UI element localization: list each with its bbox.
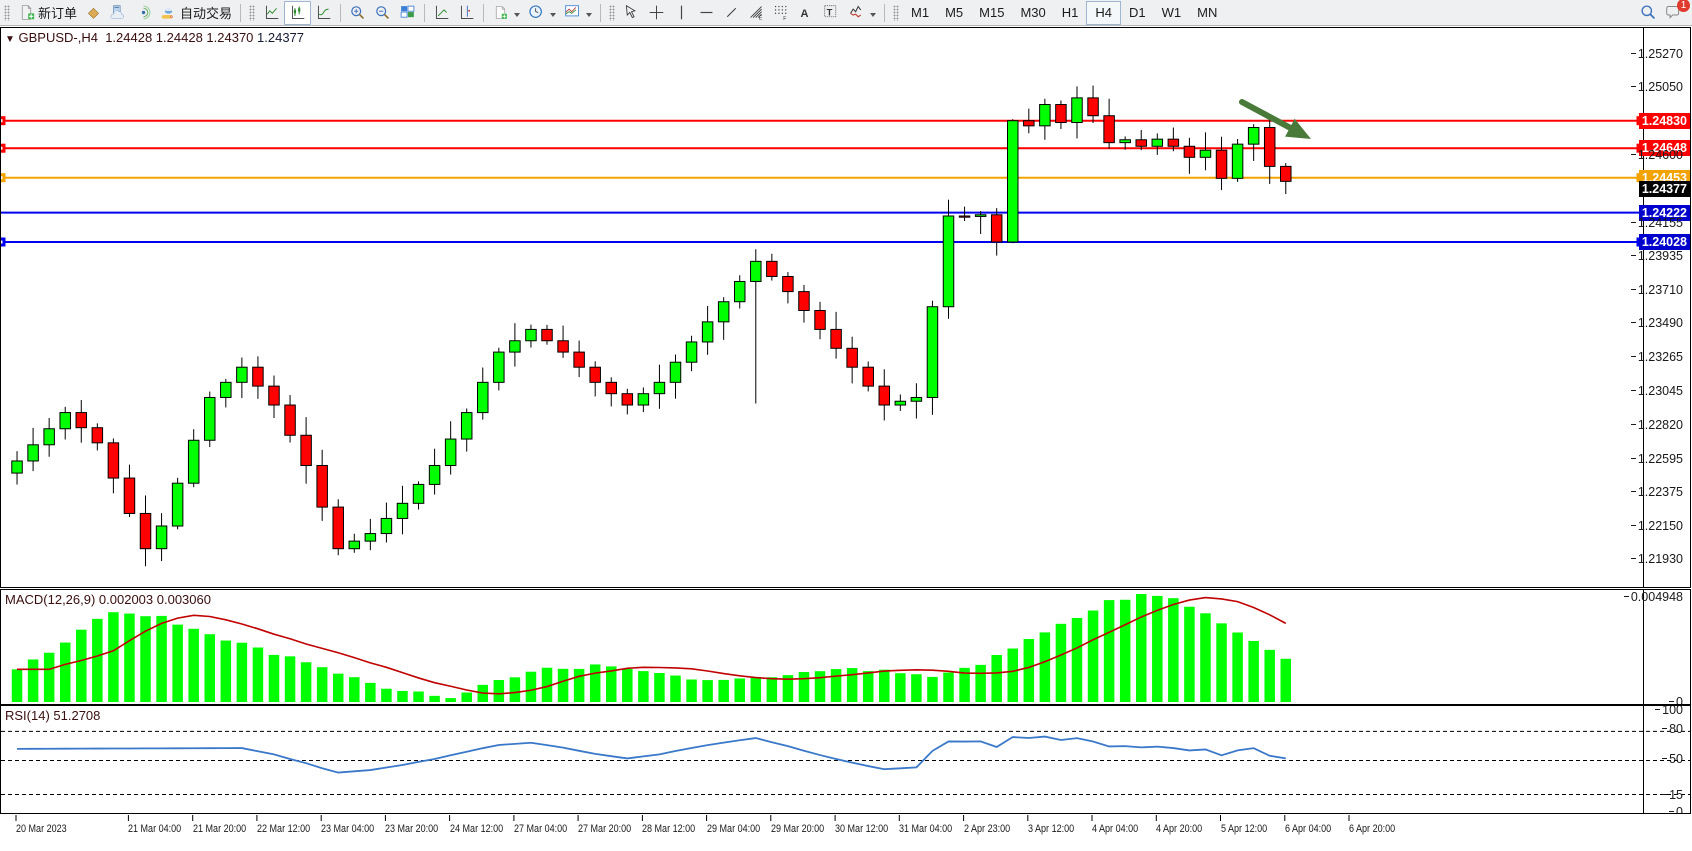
svg-text:E: E	[759, 16, 763, 21]
svg-text:T: T	[827, 7, 833, 17]
svg-text:A: A	[801, 8, 809, 20]
svg-text:F: F	[783, 16, 786, 21]
